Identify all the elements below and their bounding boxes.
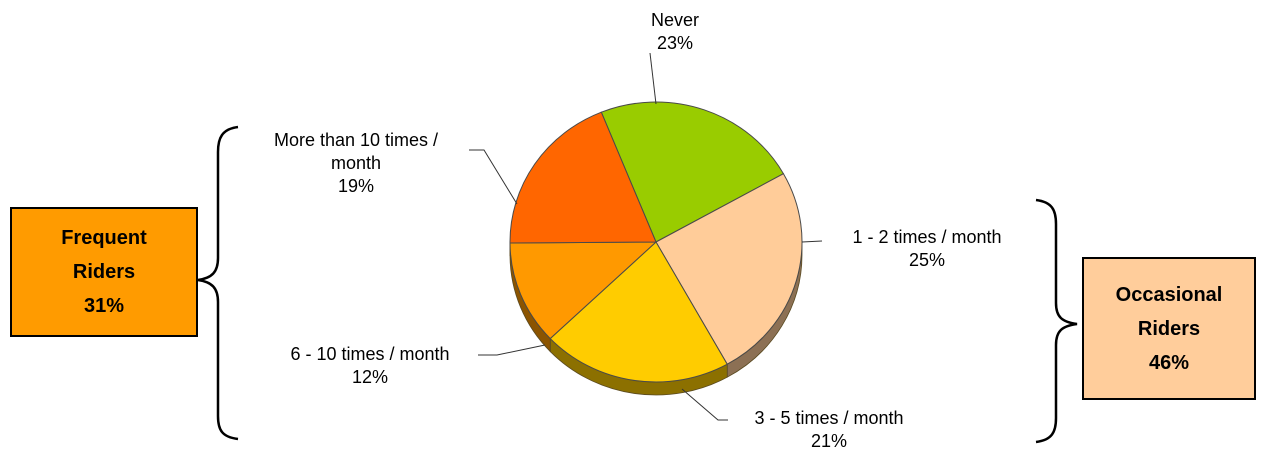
- leader-line-more-than-10: [469, 150, 517, 204]
- slice-label-6-10-times: 6 - 10 times / month 12%: [260, 343, 480, 389]
- frequent-riders-title-line1: Frequent: [61, 221, 147, 255]
- slice-label-3-5-times: 3 - 5 times / month 21%: [714, 407, 944, 453]
- occasional-riders-title-line2: Riders: [1138, 312, 1200, 346]
- slice-label-1-2-times: 1 - 2 times / month 25%: [822, 226, 1032, 272]
- frequent-riders-value: 31%: [84, 289, 124, 323]
- occasional-riders-box: Occasional Riders 46%: [1082, 257, 1256, 400]
- slice-label-never: Never 23%: [620, 9, 730, 55]
- slice-label-more-than-10: More than 10 times / month 19%: [241, 129, 471, 198]
- leader-line-6-10-times: [478, 345, 545, 355]
- occasional-riders-value: 46%: [1149, 346, 1189, 380]
- occasional-riders-title-line1: Occasional: [1116, 278, 1223, 312]
- frequent-riders-title-line2: Riders: [73, 255, 135, 289]
- leader-line-1-2-times: [802, 241, 822, 242]
- pie-slices: [510, 102, 802, 382]
- frequent-brace: [198, 127, 238, 439]
- occasional-brace: [1036, 200, 1077, 442]
- frequent-riders-box: Frequent Riders 31%: [10, 207, 198, 337]
- leader-line-never: [650, 53, 656, 104]
